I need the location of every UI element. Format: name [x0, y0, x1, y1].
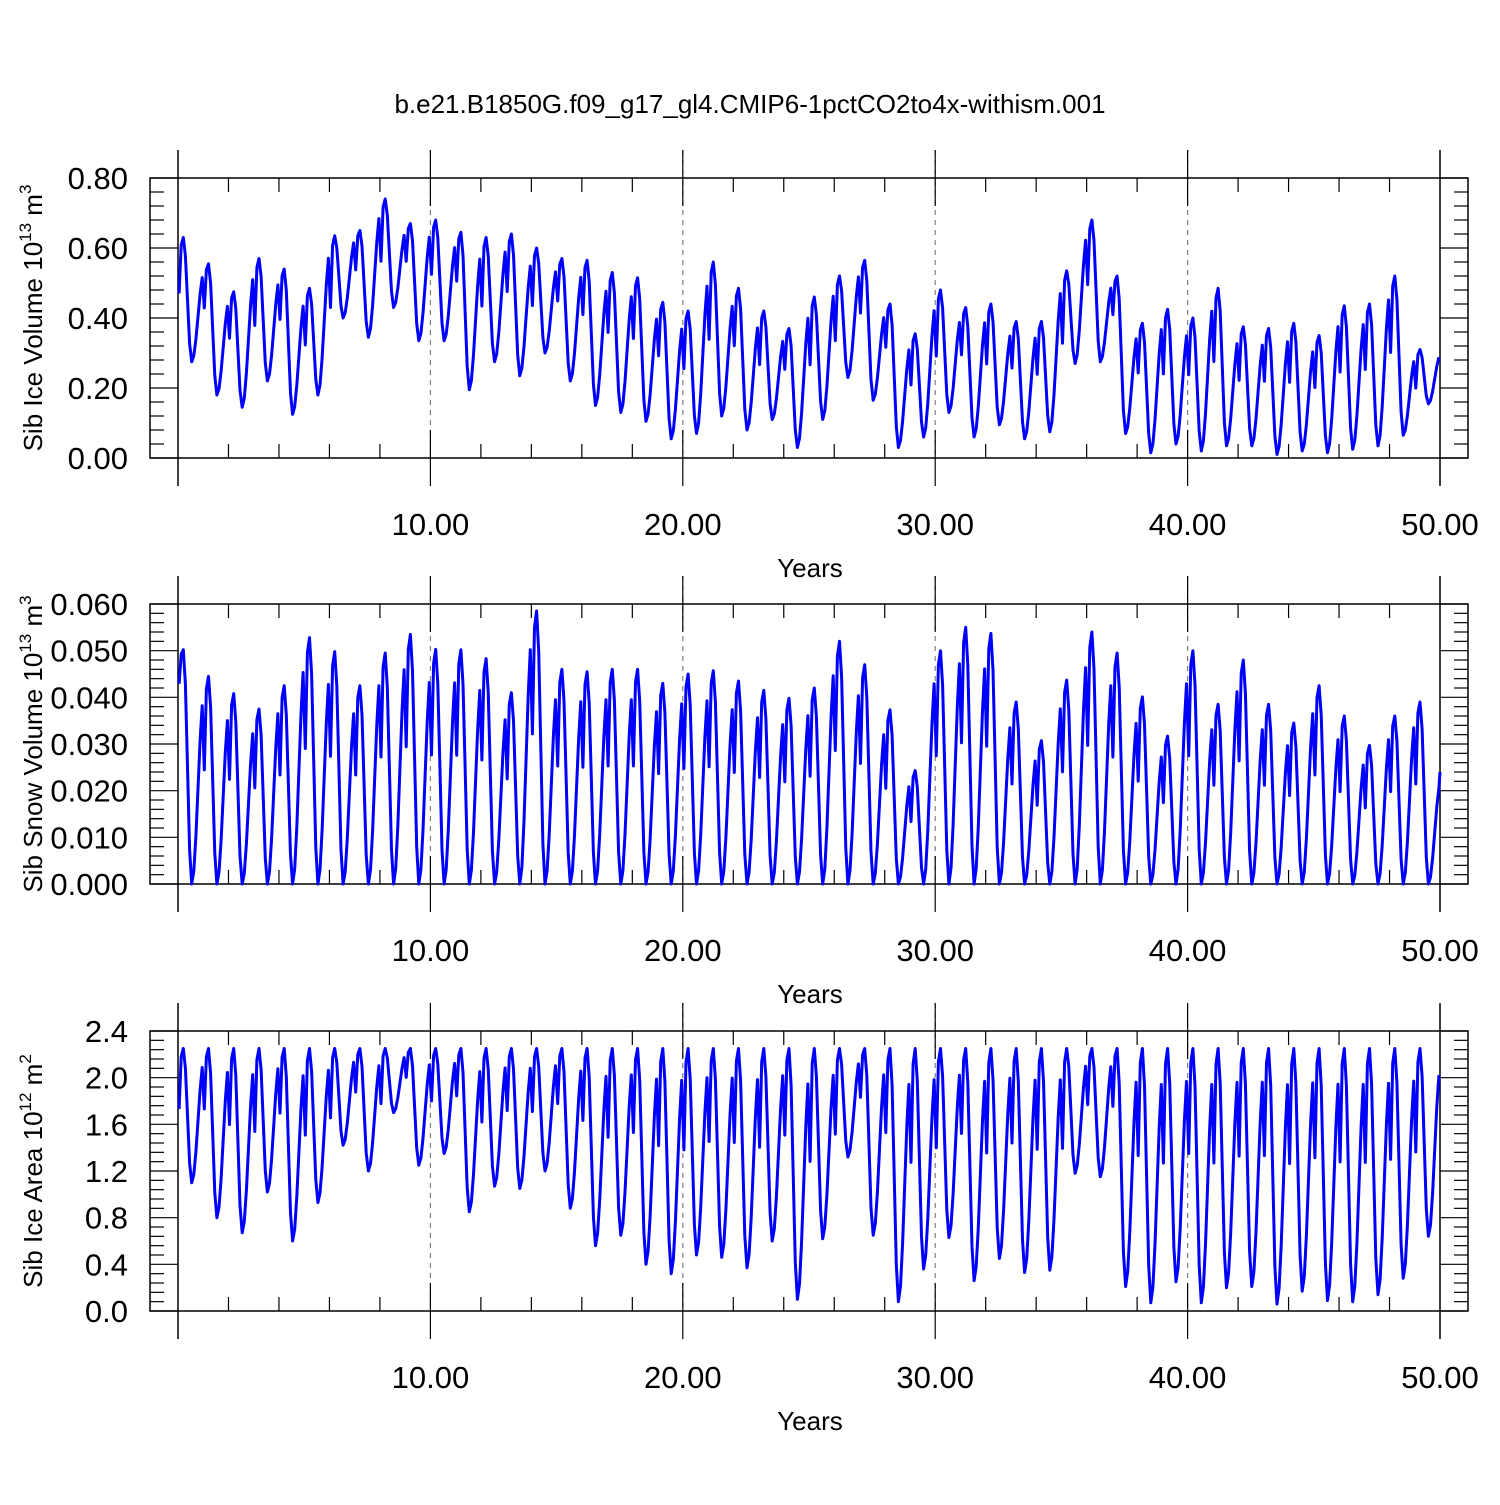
x-tick-label: 40.00 — [1149, 1360, 1227, 1395]
x-tick-label: 50.00 — [1401, 507, 1479, 542]
y-tick-label: 0.020 — [50, 774, 128, 809]
series-line-1 — [177, 1047, 1441, 1306]
figure-title: b.e21.B1850G.f09_g17_gl4.CMIP6-1pctCO2to… — [394, 89, 1105, 119]
y-tick-label: 0.060 — [50, 587, 128, 622]
chart-panel-3: 0.0 0.4 0.8 1.2 1.6 2.0 2.4 10.00 20.00 30.00 40.0… — [16, 1003, 1479, 1436]
y-tick-label: 0.030 — [50, 727, 128, 762]
y-axis-label: Sib Ice Area 1012 m2 — [16, 1054, 48, 1288]
x-tick-label: 10.00 — [392, 933, 470, 968]
x-tick-label: 40.00 — [1149, 507, 1227, 542]
x-tick-label: 30.00 — [896, 1360, 974, 1395]
x-axis-label: Years — [777, 553, 843, 583]
chart-panel-2: 0.000 0.010 0.020 0.030 0.040 0.050 0.060 10.00… — [16, 576, 1479, 1009]
y-tick-label: 0.00 — [68, 441, 128, 476]
x-tick-label: 10.00 — [392, 1360, 470, 1395]
y-tick-label: 0.8 — [85, 1201, 128, 1236]
x-tick-label: 50.00 — [1401, 933, 1479, 968]
y-tick-label: 0.000 — [50, 867, 128, 902]
y-tick-label: 0.40 — [68, 301, 128, 336]
y-tick-label: 1.2 — [85, 1154, 128, 1189]
chart-panels: 0.00 0.20 0.40 0.60 0.80 10.00 20.00 30.00 40.00… — [16, 150, 1479, 1436]
x-tick-label: 50.00 — [1401, 1360, 1479, 1395]
y-tick-label: 0.80 — [68, 161, 128, 196]
x-tick-label: 30.00 — [896, 933, 974, 968]
y-tick-label: 2.0 — [85, 1061, 128, 1096]
y-axis-label: Sib Ice Volume 1013 m3 — [16, 185, 48, 452]
y-tick-label: 0.20 — [68, 371, 128, 406]
x-tick-label: 30.00 — [896, 507, 974, 542]
y-tick-label: 0.050 — [50, 634, 128, 669]
y-tick-label: 0.60 — [68, 231, 128, 266]
y-axis-label: Sib Snow Volume 1013 m3 — [16, 595, 48, 892]
x-tick-label: 10.00 — [392, 507, 470, 542]
x-tick-label: 20.00 — [644, 1360, 722, 1395]
y-tick-label: 0.040 — [50, 680, 128, 715]
series-line-1 — [177, 197, 1441, 456]
x-tick-label: 40.00 — [1149, 933, 1227, 968]
y-tick-label: 0.4 — [85, 1247, 128, 1282]
x-tick-label: 20.00 — [644, 507, 722, 542]
y-tick-label: 0.0 — [85, 1294, 128, 1329]
series-line-1 — [177, 609, 1442, 886]
y-tick-label: 0.010 — [50, 820, 128, 855]
x-tick-label: 20.00 — [644, 933, 722, 968]
y-tick-label: 1.6 — [85, 1107, 128, 1142]
chart-panel-1: 0.00 0.20 0.40 0.60 0.80 10.00 20.00 30.00 40.00… — [16, 150, 1479, 583]
x-axis-label: Years — [777, 979, 843, 1009]
x-axis-label: Years — [777, 1406, 843, 1436]
y-tick-label: 2.4 — [85, 1014, 128, 1049]
